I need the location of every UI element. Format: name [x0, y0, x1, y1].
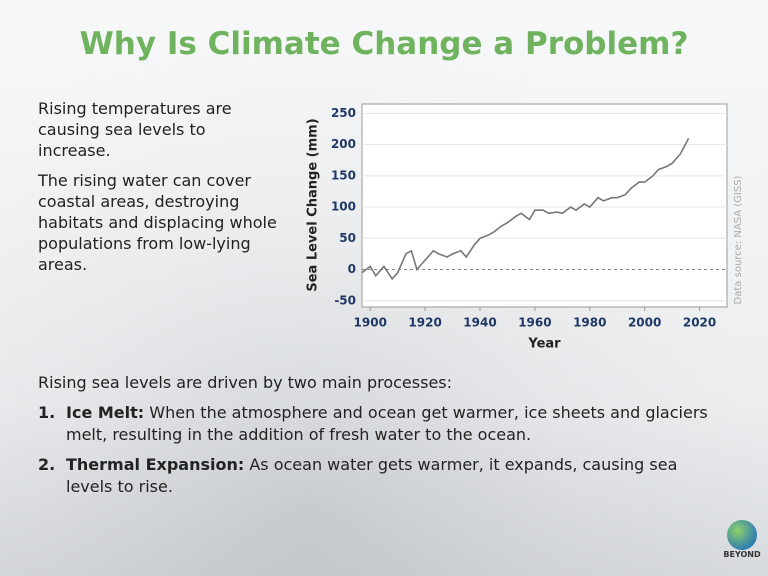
y-tick-label: -50 [334, 293, 356, 307]
item-text: As ocean water gets warmer, it expands, … [66, 455, 678, 496]
item-term: Ice Melt: [66, 403, 145, 422]
source-note: Data source: NASA (GISS) [733, 175, 744, 304]
paragraph: Rising temperatures are causing sea leve… [38, 99, 232, 160]
logo: BEYOND [722, 520, 762, 559]
item-number: 2. [38, 455, 56, 474]
logo-globe [727, 520, 757, 550]
x-tick-label: 1900 [354, 316, 387, 330]
x-tick-label: 1960 [518, 316, 551, 330]
logo-text: BEYOND [723, 550, 761, 559]
x-tick-label: 1940 [463, 316, 496, 330]
paragraph: The rising water can cover coastal areas… [38, 171, 277, 274]
processes: Rising sea levels are driven by two main… [38, 372, 718, 498]
x-tick-label: 2020 [683, 316, 716, 330]
y-tick-label: 100 [331, 200, 356, 214]
item-text: When the atmosphere and ocean get warmer… [66, 403, 708, 444]
processes-intro: Rising sea levels are driven by two main… [38, 373, 453, 392]
sea-level-line [361, 137, 690, 281]
x-tick-label: 1920 [408, 316, 441, 330]
intro: Rising temperatures are causing sea leve… [38, 98, 278, 284]
list-item: 1. Ice Melt: When the atmosphere and ocea… [38, 402, 718, 446]
x-tick-label: 2000 [628, 316, 661, 330]
y-tick-label: 200 [331, 137, 356, 151]
list-item: 2. Thermal Expansion: As ocean water gets… [38, 454, 718, 498]
item-term: Thermal Expansion: [66, 455, 245, 474]
y-tick-label: 0 [348, 262, 356, 276]
title: Why Is Climate Change a Problem? [79, 26, 689, 62]
x-axis-label: Year [527, 337, 561, 352]
item-number: 1. [38, 403, 56, 422]
plot-area [361, 103, 728, 308]
y-axis-label: Sea Level Change (mm) [306, 118, 321, 291]
y-tick-label: 50 [339, 231, 356, 245]
y-tick-label: 150 [331, 168, 356, 182]
x-tick-label: 1980 [573, 316, 606, 330]
y-tick-label: 250 [331, 106, 356, 120]
